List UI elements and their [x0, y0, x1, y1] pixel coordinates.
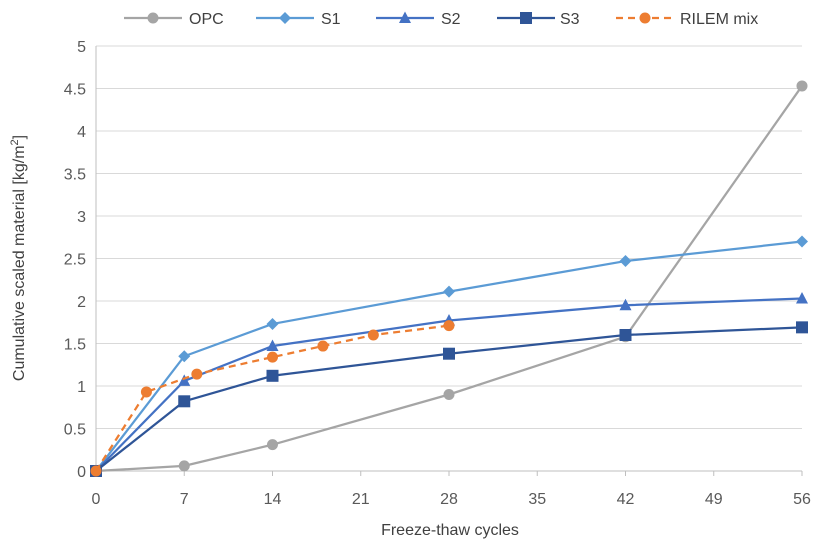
legend-marker — [399, 11, 411, 23]
axes: 0 0.5 1 1.5 2 2.5 3 3.5 4 4.5 5 0 7 14 21 28 35 42 49 56 — [64, 39, 811, 508]
data-point — [178, 395, 191, 408]
y-tick-label: 1 — [77, 379, 86, 396]
data-point — [619, 298, 632, 311]
data-point — [191, 368, 203, 380]
x-axis-title: Freeze-thaw cycles — [381, 522, 519, 539]
legend-item-opc: OPC — [124, 11, 224, 28]
legend-marker — [147, 12, 159, 24]
data-point — [443, 285, 455, 298]
data-point — [266, 317, 279, 330]
series-line — [95, 297, 803, 472]
y-tick-label: 5 — [77, 39, 86, 56]
legend-label: S3 — [560, 11, 580, 28]
legend-marker — [279, 12, 291, 24]
x-tick-label: 56 — [793, 491, 811, 508]
y-axis-title-close: ] — [11, 135, 28, 139]
data-point — [266, 369, 279, 382]
x-tick-label: 14 — [264, 491, 282, 508]
legend-marker — [520, 12, 532, 24]
data-point — [443, 347, 455, 360]
data-point — [267, 439, 278, 451]
data-point — [619, 329, 632, 341]
y-tick-label: 3 — [77, 209, 86, 226]
y-tick-label: 3.5 — [64, 167, 86, 184]
x-tick-label: 21 — [352, 491, 370, 508]
series-s2 — [90, 291, 808, 476]
series-s3 — [90, 321, 808, 477]
data-point — [266, 339, 279, 352]
data-point — [317, 340, 329, 352]
legend-label: S1 — [321, 11, 341, 28]
data-point — [443, 389, 455, 400]
series-line — [95, 326, 803, 472]
x-tick-label: 7 — [180, 491, 189, 508]
data-point — [796, 235, 808, 248]
y-tick-label: 2.5 — [64, 252, 86, 269]
series-line — [95, 240, 803, 472]
series-layer — [90, 80, 808, 477]
x-tick-label: 49 — [705, 491, 723, 508]
x-tick-label: 42 — [617, 491, 635, 508]
legend-item-s2: S2 — [376, 11, 461, 28]
y-tick-label: 4 — [77, 124, 86, 141]
data-point — [178, 460, 190, 472]
data-point — [178, 350, 191, 363]
data-point — [140, 386, 152, 398]
legend-label: OPC — [189, 11, 224, 28]
y-axis-title-main: Cumulative scaled material [kg/m — [11, 145, 28, 381]
x-tick-label: 28 — [440, 491, 458, 508]
y-tick-label: 0 — [77, 464, 86, 481]
series-line — [95, 85, 803, 473]
series-opc — [90, 80, 808, 477]
x-tick-label: 0 — [92, 491, 101, 508]
data-point — [619, 255, 632, 268]
legend: OPC S1 S2 S3 RILEM mix — [124, 11, 758, 28]
data-point — [267, 351, 278, 363]
data-point — [796, 321, 808, 334]
y-tick-label: 0.5 — [64, 422, 86, 439]
y-axis-title-superscript: 2 — [9, 139, 21, 145]
legend-item-s3: S3 — [497, 11, 580, 28]
legend-label: S2 — [441, 11, 461, 28]
data-point — [443, 320, 455, 332]
data-point — [367, 329, 379, 341]
data-point — [796, 80, 808, 92]
y-tick-label: 2 — [77, 294, 86, 311]
legend-item-s1: S1 — [256, 11, 341, 28]
y-axis-title: Cumulative scaled material [kg/m2] — [9, 135, 28, 381]
x-tick-label: 35 — [528, 491, 546, 508]
legend-item-rilem-mix: RILEM mix — [616, 11, 758, 28]
legend-marker — [639, 12, 651, 24]
data-point — [796, 291, 808, 304]
y-tick-label: 4.5 — [64, 82, 86, 99]
series-rilem-mix — [90, 320, 455, 477]
gridlines — [96, 45, 802, 429]
y-tick-label: 1.5 — [64, 337, 86, 354]
legend-label: RILEM mix — [680, 11, 758, 28]
data-point — [178, 374, 191, 386]
data-point — [90, 465, 102, 477]
